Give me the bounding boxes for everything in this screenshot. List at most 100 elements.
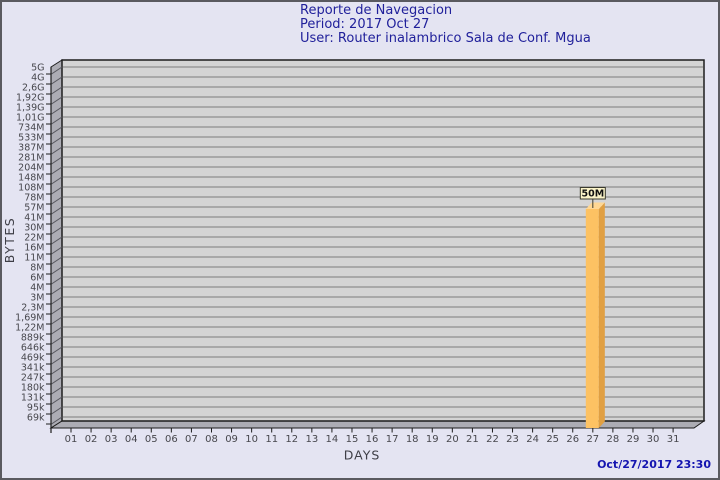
wall-gridline (51, 416, 63, 425)
y-tick-label: 6M (30, 273, 44, 284)
wall-gridline (51, 106, 63, 115)
x-tick-label: 06 (165, 434, 178, 445)
y-tick-label: 5G (31, 63, 44, 74)
y-tick-label: 69k (27, 413, 45, 424)
wall-gridline (51, 156, 63, 165)
wall-gridline (51, 326, 63, 335)
wall-gridline (51, 186, 63, 195)
wall-gridline (51, 266, 63, 275)
y-tick-label: 41M (24, 213, 44, 224)
x-tick-label: 18 (406, 434, 419, 445)
y-tick-label: 2,3M (21, 303, 44, 314)
y-tick-label: 247k (21, 373, 45, 384)
y-tick-label: 30M (24, 223, 44, 234)
wall-gridline (51, 246, 63, 255)
y-tick-label: 8M (30, 263, 44, 274)
report-header: Reporte de Navegacion Period: 2017 Oct 2… (300, 4, 591, 46)
x-tick-label: 24 (526, 434, 539, 445)
y-axis-title: BYTES (2, 217, 17, 264)
wall-gridline (51, 376, 63, 385)
x-tick-label: 25 (546, 434, 559, 445)
y-tick-label: 1,22M (15, 323, 44, 334)
y-tick-label: 78M (24, 193, 44, 204)
bar-side-face (598, 202, 605, 428)
x-tick-label: 17 (386, 434, 399, 445)
y-tick-label: 131k (21, 393, 45, 404)
x-tick-label: 31 (667, 434, 680, 445)
y-tick-label: 4M (30, 283, 44, 294)
y-tick-label: 533M (18, 133, 44, 144)
y-tick-label: 3M (30, 293, 44, 304)
y-tick-label: 1,39G (16, 103, 45, 114)
x-tick-label: 12 (285, 434, 298, 445)
wall-gridline (51, 306, 63, 315)
wall-gridline (51, 126, 63, 135)
y-tick-label: 469k (21, 353, 45, 364)
x-tick-label: 26 (566, 434, 579, 445)
wall-gridline (51, 396, 63, 405)
x-tick-label: 27 (586, 434, 599, 445)
report-period: Period: 2017 Oct 27 (300, 17, 430, 32)
x-tick-label: 11 (265, 434, 278, 445)
wall-gridline (51, 336, 63, 345)
y-tick-label: 889k (21, 333, 45, 344)
wall-gridline (51, 256, 63, 265)
x-tick-label: 20 (446, 434, 459, 445)
x-tick-label: 03 (105, 434, 118, 445)
wall-gridline (51, 116, 63, 125)
wall-gridline (51, 406, 63, 415)
y-tick-label: 180k (21, 383, 45, 394)
y-tick-label: 2,6G (22, 83, 44, 94)
y-tick-label: 16M (24, 243, 44, 254)
wall-gridline (51, 276, 63, 285)
report-user: User: Router inalambrico Sala de Conf. M… (300, 31, 591, 46)
bar-value-label: 50M (581, 189, 604, 200)
y-tick-label: 734M (18, 123, 44, 134)
wall-gridline (51, 316, 63, 325)
generated-timestamp: Oct/27/2017 23:30 (597, 458, 711, 471)
x-tick-label: 10 (245, 434, 258, 445)
y-tick-label: 95k (27, 403, 45, 414)
y-tick-label: 1,01G (16, 113, 45, 124)
wall-gridline (51, 236, 63, 245)
wall-gridline (51, 206, 63, 215)
x-tick-label: 28 (607, 434, 620, 445)
y-tick-label: 4G (31, 73, 44, 84)
x-tick-label: 22 (486, 434, 499, 445)
x-tick-label: 08 (205, 434, 218, 445)
bar-top-face (585, 202, 605, 209)
floor-3d (49, 420, 706, 429)
wall-gridline (51, 196, 63, 205)
wall-gridline (51, 286, 63, 295)
x-tick-label: 02 (85, 434, 98, 445)
x-tick-label: 19 (426, 434, 439, 445)
wall-gridline (51, 166, 63, 175)
x-tick-label: 01 (65, 434, 78, 445)
wall-gridline (51, 76, 63, 85)
wall-gridline (51, 96, 63, 105)
y-tick-label: 204M (18, 163, 44, 174)
bar-value-flag (579, 187, 606, 200)
y-tick-label: 1,69M (15, 313, 44, 324)
wall-gridline (51, 296, 63, 305)
wall-gridline (51, 146, 63, 155)
wall-gridline (51, 136, 63, 145)
wall-gridline (51, 176, 63, 185)
y-tick-label: 22M (24, 233, 44, 244)
x-tick-label: 05 (145, 434, 158, 445)
y-tick-label: 11M (24, 253, 44, 264)
wall-gridline (51, 86, 63, 95)
x-tick-label: 30 (647, 434, 660, 445)
x-tick-label: 14 (326, 434, 339, 445)
wall-gridline (51, 366, 63, 375)
y-tick-label: 148M (18, 173, 44, 184)
wall-gridline (51, 216, 63, 225)
x-tick-label: 13 (305, 434, 318, 445)
y-tick-label: 281M (18, 153, 44, 164)
y-tick-label: 1,92G (16, 93, 45, 104)
x-tick-label: 21 (466, 434, 479, 445)
y-tick-label: 57M (24, 203, 44, 214)
wall-gridline (51, 356, 63, 365)
